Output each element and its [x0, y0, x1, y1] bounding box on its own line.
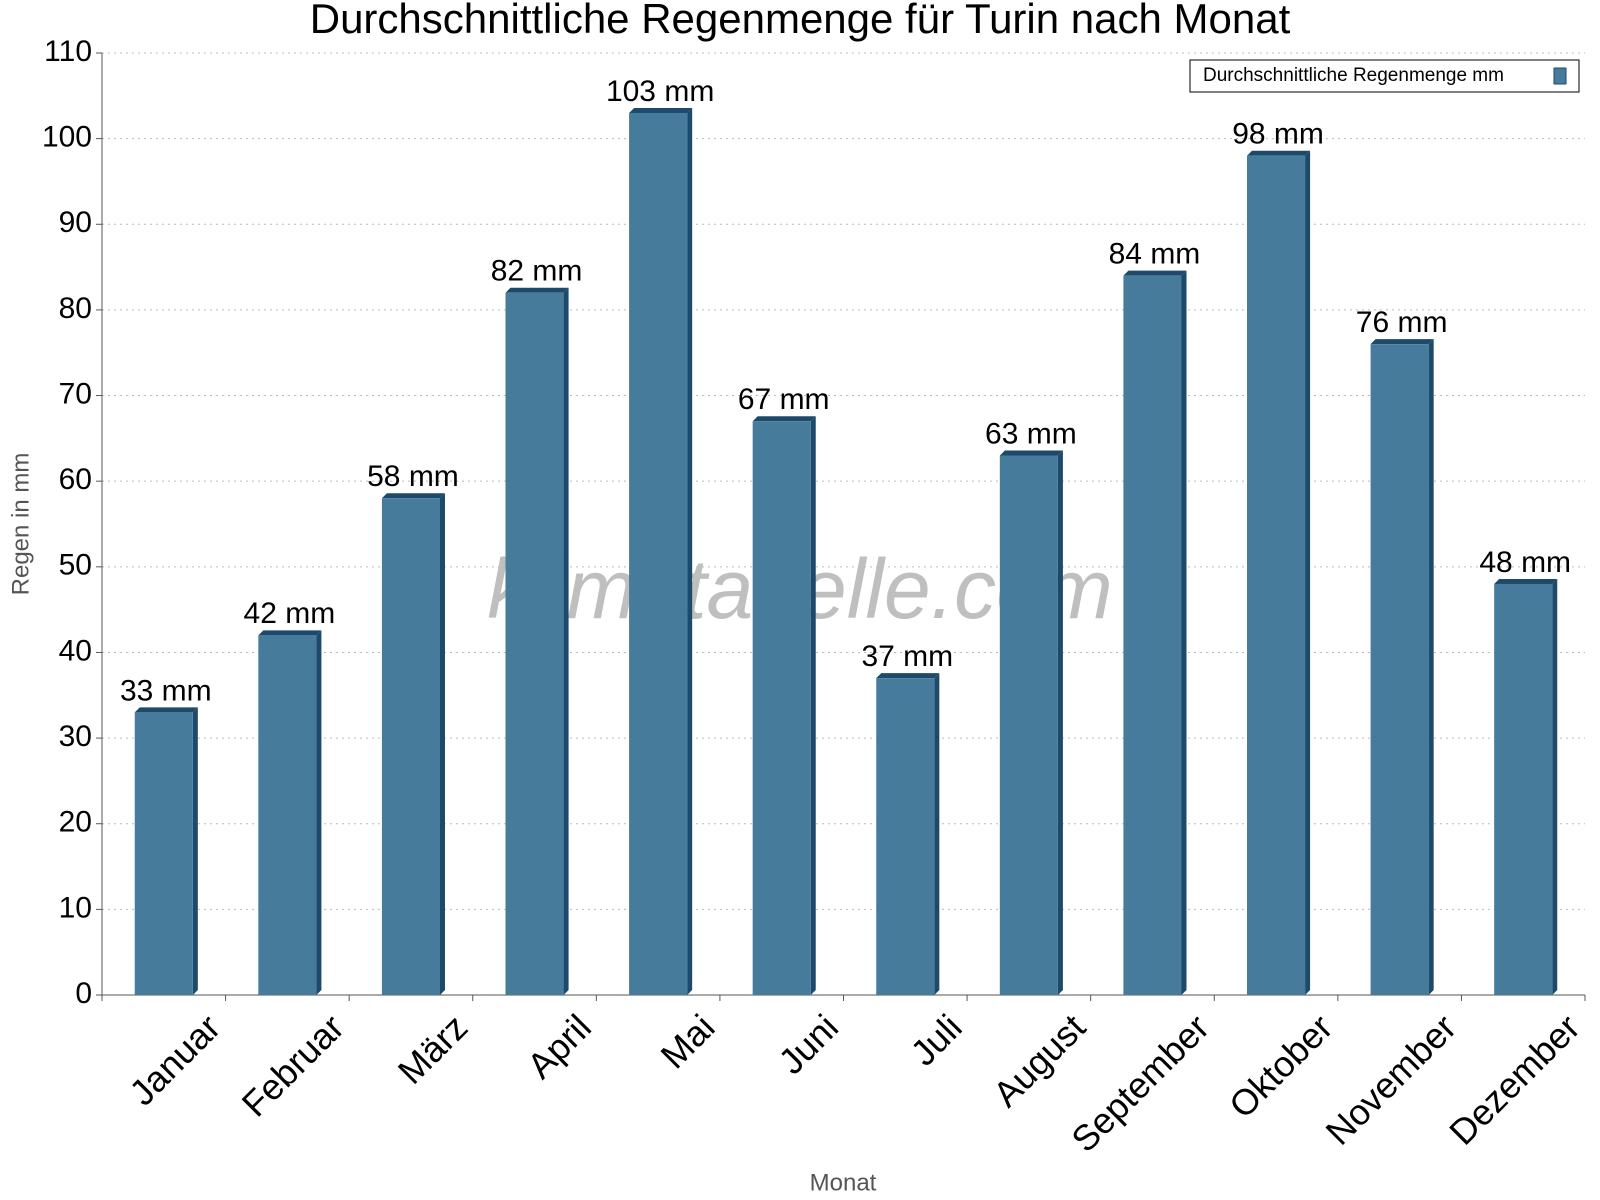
bar-top [505, 287, 569, 293]
bar-side [687, 107, 693, 996]
x-tick-label: Juni [770, 1006, 846, 1082]
data-label: 48 mm [1479, 546, 1571, 579]
bar [505, 292, 564, 995]
y-tick-label: 60 [59, 463, 92, 496]
bar-group [1494, 578, 1558, 995]
bar-top [752, 416, 816, 422]
bar-top [629, 107, 693, 113]
bar-top [1123, 270, 1187, 276]
bar-group [1246, 150, 1311, 995]
bar [876, 678, 935, 995]
x-tick-label: Dezember [1441, 1006, 1587, 1152]
data-label: 37 mm [861, 640, 953, 673]
data-label: 98 mm [1232, 118, 1324, 151]
bar [1246, 155, 1306, 995]
x-tick-label: Januar [121, 1006, 228, 1113]
y-tick-label: 80 [59, 292, 92, 325]
bar [629, 112, 688, 996]
bar [381, 498, 441, 995]
bar-group [381, 493, 446, 995]
bar-group [876, 673, 940, 995]
x-axis-label: Monat [810, 1169, 877, 1196]
chart-title: Durchschnittliche Regenmenge für Turin n… [310, 0, 1291, 42]
y-tick-label: 0 [75, 977, 92, 1010]
y-tick-label: 70 [59, 377, 92, 410]
bar [752, 421, 811, 996]
bar [999, 455, 1058, 995]
bar [1494, 583, 1553, 995]
bar [258, 635, 317, 995]
data-label: 82 mm [491, 255, 583, 288]
data-label: 76 mm [1356, 306, 1448, 339]
bar-top [876, 673, 940, 679]
y-tick-label: 100 [42, 121, 92, 154]
data-label: 58 mm [367, 460, 459, 493]
bar-top [134, 707, 198, 713]
bar-side [934, 673, 940, 995]
bar-side [316, 630, 322, 995]
data-label: 63 mm [985, 417, 1077, 450]
legend-swatch [1553, 67, 1567, 85]
y-tick-label: 40 [59, 634, 92, 667]
data-label: 103 mm [606, 75, 714, 108]
x-tick-label: Oktober [1221, 1006, 1341, 1126]
bar-side [1428, 339, 1434, 995]
data-label: 67 mm [738, 383, 830, 416]
bar-group [752, 416, 816, 996]
x-tick-label: Februar [234, 1006, 352, 1124]
bar-top [1246, 150, 1311, 156]
bar-top [381, 493, 446, 499]
bar-side [440, 493, 446, 995]
bar-side [1305, 150, 1311, 995]
bar-top [1370, 339, 1434, 345]
bar-group [258, 630, 322, 995]
x-tick-label: August [985, 1006, 1093, 1114]
bar-top [999, 450, 1063, 456]
bar-side [192, 707, 198, 995]
x-tick-label: Juli [902, 1006, 969, 1073]
legend-box [1189, 59, 1580, 93]
y-tick-label: 10 [59, 891, 92, 924]
data-label: 84 mm [1109, 238, 1201, 271]
data-label: 33 mm [120, 674, 212, 707]
bar-side [1181, 270, 1187, 995]
x-tick-label: November [1318, 1006, 1464, 1152]
x-tick-label: März [390, 1006, 476, 1092]
bar [134, 712, 193, 995]
y-tick-label: 90 [59, 206, 92, 239]
y-tick-label: 110 [44, 35, 92, 68]
bar-side [1057, 450, 1063, 995]
bar-group [505, 287, 569, 995]
bar-group [1123, 270, 1187, 995]
bar-side [1552, 578, 1558, 995]
y-tick-label: 50 [59, 549, 92, 582]
y-tick-label: 20 [59, 806, 92, 839]
bar-group [1370, 339, 1434, 995]
bar-group [134, 707, 198, 995]
y-tick-label: 30 [59, 720, 92, 753]
bar [1370, 344, 1429, 995]
x-tick-label: Mai [652, 1006, 722, 1076]
bar-group [629, 107, 693, 996]
legend-label: Durchschnittliche Regenmenge mm [1203, 65, 1504, 86]
bar-side [810, 416, 816, 996]
y-axis-label: Regen in mm [7, 453, 34, 596]
bar [1123, 275, 1182, 995]
bar-group [999, 450, 1063, 995]
x-tick-label: April [519, 1006, 599, 1086]
bar-top [1494, 578, 1558, 584]
bar-top [258, 630, 322, 636]
bar-side [563, 287, 569, 995]
data-label: 42 mm [244, 597, 336, 630]
